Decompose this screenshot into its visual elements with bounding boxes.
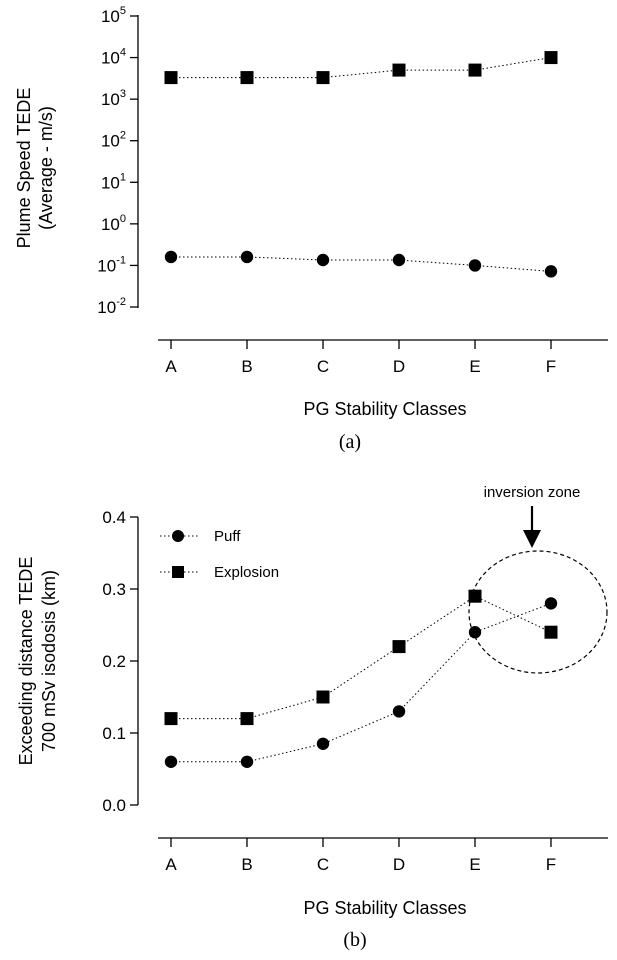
panel-b-circle-point: [316, 737, 330, 750]
panel-b-x-ticks: A B C D E F: [165, 838, 556, 874]
panel-b-square-point: [544, 625, 558, 639]
inversion-zone-circle: [468, 550, 608, 674]
panel-a-ytick-label: 10-1: [97, 254, 126, 275]
panel-a-circle-point: [240, 250, 254, 264]
panel-a: 105 104 103 102 101 100 10-1 10-2 A B C D E F Plume …: [14, 5, 608, 453]
panel-a-xtick-label: F: [546, 357, 556, 376]
panel-a-ytick-label: 105: [101, 5, 126, 26]
panel-a-ytick-label: 104: [101, 47, 126, 68]
panel-b-circle-point: [544, 597, 558, 610]
panel-a-xtick-label: D: [393, 357, 405, 376]
panel-a-xtick-label: A: [165, 357, 177, 376]
panel-b-square-point: [392, 640, 406, 654]
panel-b-xtick-label: C: [317, 855, 329, 874]
panel-b-series-square-line: [171, 595, 552, 720]
panel-b-square-point: [468, 589, 482, 603]
panel-a-circle-point: [544, 265, 558, 278]
panel-b-ytick-label: 0.1: [102, 724, 126, 743]
panel-a-square-point: [468, 63, 482, 77]
inversion-zone-label: inversion zone: [484, 484, 581, 501]
inversion-zone-arrow-icon: [523, 530, 541, 548]
panel-a-square-point: [544, 51, 558, 65]
panel-b-xlabel: PG Stability Classes: [303, 898, 466, 918]
panel-b-square-point: [316, 690, 330, 704]
panel-b-square-point: [240, 712, 254, 726]
panel-a-square-point: [392, 63, 406, 77]
panel-b-series-circle-line: [171, 602, 552, 763]
panel-b-ylabel-line1: Exceeding distance TEDE: [16, 557, 36, 766]
panel-b-square-point: [164, 712, 178, 726]
panel-b-circle-point: [392, 705, 406, 718]
panel-a-ylabel-line2: (Average - m/s): [36, 106, 56, 230]
panel-a-circle-point: [468, 259, 482, 272]
panel-b-circle-point: [240, 755, 254, 768]
legend-puff-marker: [172, 530, 184, 542]
panel-b-y-ticks: 0.0 0.1 0.2 0.3 0.4: [102, 508, 138, 815]
panel-a-circle-point: [392, 253, 406, 267]
panel-b-xtick-label: B: [241, 855, 252, 874]
panel-a-square-point: [316, 71, 330, 85]
panel-a-square-point: [240, 71, 254, 85]
panel-b-ytick-label: 0.2: [102, 652, 126, 671]
panel-a-ytick-label: 101: [101, 171, 126, 192]
panel-a-xtick-label: C: [317, 357, 329, 376]
panel-a-xlabel: PG Stability Classes: [303, 399, 466, 419]
panel-b-circle-point: [468, 626, 482, 639]
panel-a-ytick-label: 103: [101, 88, 126, 109]
panel-b-ytick-label: 0.3: [102, 580, 126, 599]
panel-a-label: (a): [339, 431, 361, 453]
panel-b-label: (b): [343, 929, 366, 951]
panel-b-xtick-label: F: [546, 855, 556, 874]
legend-puff-label: Puff: [214, 528, 241, 545]
legend-explosion-label: Explosion: [214, 564, 279, 581]
panel-b-xtick-label: A: [165, 855, 177, 874]
panel-a-ytick-label: 102: [101, 130, 126, 151]
panel-b: 0.0 0.1 0.2 0.3 0.4 A B C D E F Puff Explosion in…: [16, 484, 608, 951]
panel-a-square-point: [164, 71, 178, 85]
panel-a-ylabel-line1: Plume Speed TEDE: [14, 88, 34, 249]
panel-a-x-ticks: A B C D E F: [165, 340, 556, 376]
inversion-zone-annotation: inversion zone: [468, 484, 608, 674]
panel-b-circle-point: [164, 755, 178, 768]
panel-a-xtick-label: B: [241, 357, 252, 376]
panel-b-ytick-label: 0.4: [102, 508, 126, 527]
panel-a-ytick-label: 100: [101, 213, 126, 234]
panel-b-ytick-label: 0.0: [102, 796, 126, 815]
panel-b-ylabel-line2: 700 mSv isodosis (km): [39, 570, 59, 752]
panel-a-y-ticks: 105 104 103 102 101 100 10-1 10-2: [97, 5, 138, 317]
panel-a-circle-point: [164, 250, 178, 264]
panel-b-legend: Puff Explosion: [160, 528, 279, 581]
panel-b-xtick-label: D: [393, 855, 405, 874]
panel-a-xtick-label: E: [469, 357, 480, 376]
panel-a-series-circle-line: [171, 256, 552, 272]
panel-b-xtick-label: E: [469, 855, 480, 874]
panel-b-series: [164, 589, 558, 768]
legend-explosion-marker: [172, 566, 184, 578]
panel-a-series-square-line: [171, 57, 552, 79]
panel-a-series: [164, 51, 558, 278]
panel-a-circle-point: [316, 253, 330, 267]
panel-a-ytick-label: 10-2: [97, 296, 126, 317]
